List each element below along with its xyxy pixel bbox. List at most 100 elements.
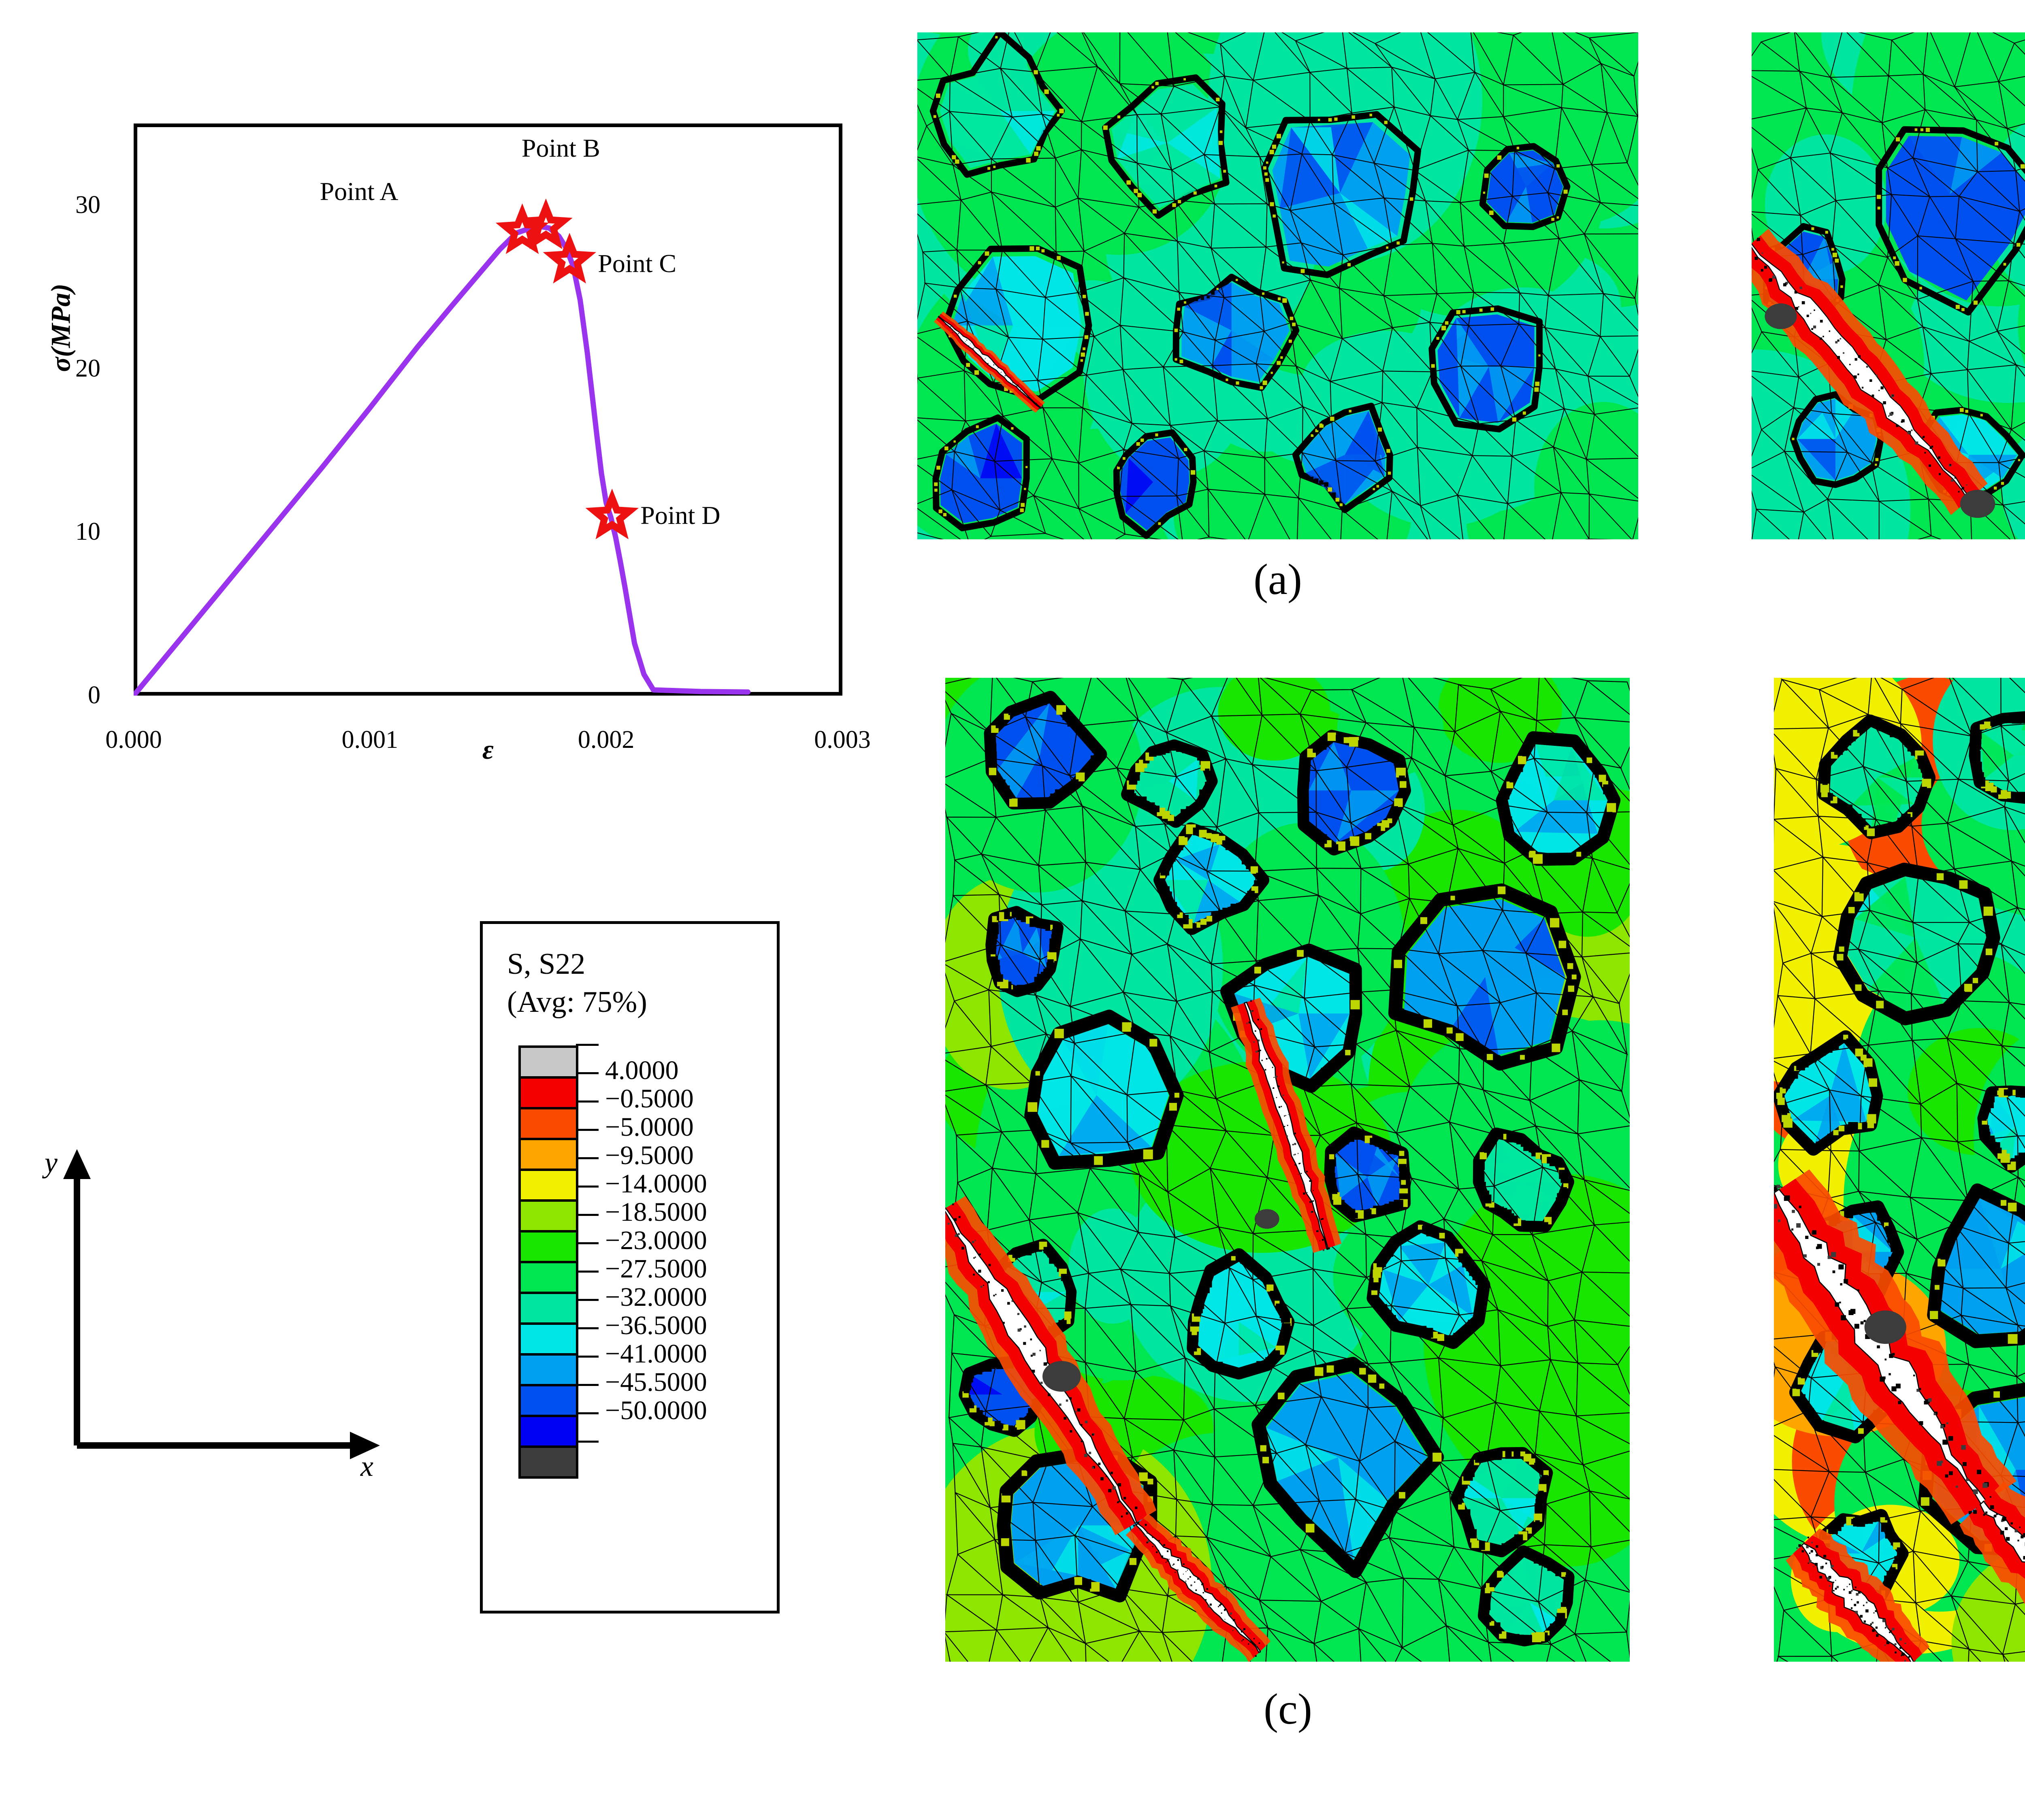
crushed-zone xyxy=(1042,1361,1081,1392)
color-bar-value: −50.0000 xyxy=(605,1396,707,1425)
crack-band xyxy=(1125,1513,1271,1662)
crack-band xyxy=(1959,1481,2025,1604)
axis-label-x: x xyxy=(360,1450,373,1482)
cohesive-elements xyxy=(986,693,1105,807)
cohesive-elements xyxy=(1255,1361,1442,1574)
crack-band xyxy=(934,311,1045,413)
color-bar-tick-dash xyxy=(576,1157,599,1159)
cohesive-elements xyxy=(1263,113,1420,277)
color-bar xyxy=(518,1045,578,1479)
cohesive-elements xyxy=(1027,1013,1179,1167)
panel-caption-c: (c) xyxy=(1264,1685,1312,1733)
cohesive-elements xyxy=(1876,127,2025,313)
color-bar-value: −32.0000 xyxy=(605,1282,707,1312)
fem-panel-b xyxy=(1752,32,2025,539)
fe-mesh xyxy=(917,32,1638,539)
cohesive-elements xyxy=(1326,1129,1409,1219)
axis-arrows-icon xyxy=(63,1149,380,1459)
marker-label-b: Point B xyxy=(521,134,600,163)
color-bar-value: −27.5000 xyxy=(605,1254,707,1284)
panel-caption-a: (a) xyxy=(1253,556,1302,604)
stress-strain-line xyxy=(134,224,751,696)
crushed-zone xyxy=(1960,490,1995,518)
plot-frame xyxy=(134,123,842,696)
cohesive-elements xyxy=(1481,145,1569,229)
color-bar-value: −45.5000 xyxy=(605,1367,707,1397)
cohesive-elements xyxy=(1293,404,1392,512)
x-axis-title-text: ε xyxy=(482,734,494,765)
fem-panel-d xyxy=(1774,678,2025,1662)
cohesive-elements xyxy=(1174,275,1298,390)
color-bar-tick-dash xyxy=(576,1101,599,1103)
cohesive-elements xyxy=(1189,1252,1292,1377)
cohesive-elements xyxy=(1453,1449,1549,1554)
crushed-zone xyxy=(1864,1310,1906,1344)
coordinate-axis-indicator: y x xyxy=(45,1126,413,1482)
color-swatch-yellow xyxy=(521,1171,576,1202)
cohesive-elements xyxy=(1498,734,1618,864)
color-swatch-yellow-green xyxy=(521,1202,576,1232)
cohesive-elements xyxy=(1123,742,1214,826)
crack-band xyxy=(1752,228,1988,515)
fem-panel-c xyxy=(945,678,1630,1662)
fem-contour-a xyxy=(917,32,1638,539)
color-bar-value: −5.0000 xyxy=(605,1112,694,1142)
color-bar-tick-dash xyxy=(576,1384,599,1386)
cohesive-elements xyxy=(1837,866,1997,1022)
y-tick-label: 10 xyxy=(75,518,100,546)
y-axis-title-text: σ(MPa) xyxy=(45,283,76,372)
axis-label-y: y xyxy=(45,1146,58,1179)
x-tick-label: 0.001 xyxy=(341,726,399,754)
color-swatch-spring-green xyxy=(521,1294,576,1325)
marker-label-a: Point A xyxy=(320,177,399,206)
cohesive-elements xyxy=(934,415,1029,530)
x-axis-title: ε xyxy=(134,734,842,766)
cohesive-elements xyxy=(1114,431,1196,538)
star-marker-d xyxy=(585,488,639,539)
x-tick-label: 0.003 xyxy=(814,726,871,754)
star-marker-c xyxy=(543,232,597,284)
color-bar-tick-dash xyxy=(576,1214,599,1216)
color-bar-value: −36.5000 xyxy=(605,1311,707,1340)
itz-boundary xyxy=(1388,883,1581,1071)
marker-label-c: Point C xyxy=(598,249,677,278)
color-swatch-dark-grey-under xyxy=(521,1448,576,1476)
point-markers xyxy=(495,198,639,539)
color-swatch-deep-blue xyxy=(521,1417,576,1448)
color-swatch-grey-over xyxy=(521,1048,576,1079)
color-bar-tick-dash xyxy=(576,1356,599,1358)
cohesive-elements xyxy=(1392,886,1577,1068)
cohesive-elements xyxy=(1930,1188,2025,1345)
axis-ticks xyxy=(134,205,842,696)
cohesive-elements xyxy=(1156,824,1268,933)
color-bar-tick-dash xyxy=(576,1299,599,1301)
x-tick-label: 0.000 xyxy=(105,726,162,754)
color-bar-tick-dash xyxy=(576,1271,599,1273)
x-tick-label: 0.002 xyxy=(578,726,635,754)
cohesive-elements xyxy=(1371,1224,1487,1345)
color-swatch-green-cyan xyxy=(521,1263,576,1294)
stress-strain-curve xyxy=(134,224,751,696)
y-tick-label: 0 xyxy=(88,681,100,709)
fem-contour-c xyxy=(945,678,1630,1662)
color-bar-tick-dash xyxy=(576,1412,599,1414)
contour-legend: S, S22 (Avg: 75%) 4.0000 −0.5000 −5.0000 −9… xyxy=(480,921,780,1614)
legend-title-line1: S, S22 xyxy=(507,947,586,981)
crack-band xyxy=(1786,1528,1929,1662)
color-swatch-cyan xyxy=(521,1325,576,1356)
cohesive-elements xyxy=(1981,1088,2025,1170)
cohesive-elements xyxy=(1971,713,2025,802)
cohesive-elements xyxy=(1429,306,1542,431)
color-bar-tick-dash xyxy=(576,1242,599,1244)
color-swatch-orange-red xyxy=(521,1109,576,1140)
color-bar-tick-dash xyxy=(576,1327,599,1329)
color-swatch-blue xyxy=(521,1386,576,1417)
color-swatch-green xyxy=(521,1232,576,1263)
legend-title-line2: (Avg: 75%) xyxy=(507,986,647,1019)
color-bar-value: −0.5000 xyxy=(605,1084,694,1113)
color-swatch-red xyxy=(521,1079,576,1109)
cohesive-elements xyxy=(1103,76,1228,217)
plot-canvas xyxy=(134,198,842,696)
cohesive-elements xyxy=(1475,1129,1572,1230)
crushed-zone xyxy=(1765,303,1797,329)
